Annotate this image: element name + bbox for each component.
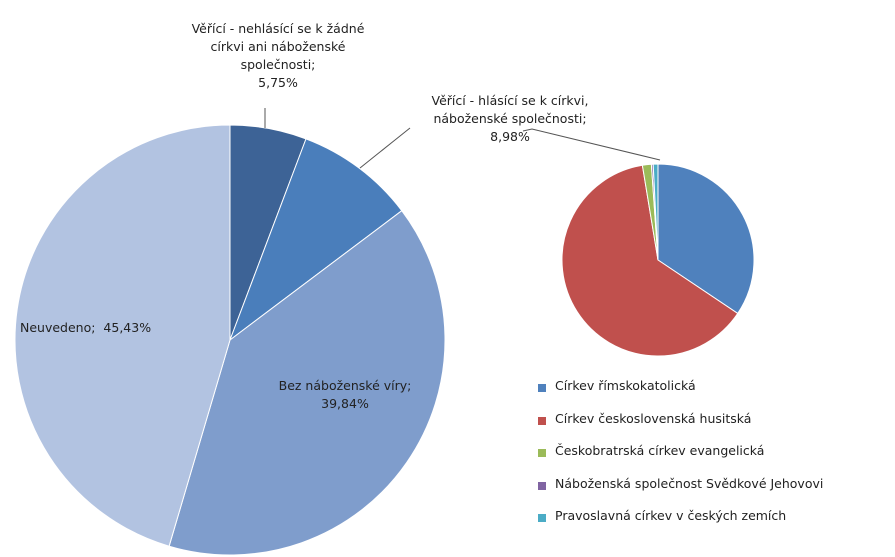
legend-swatch (538, 416, 546, 425)
label-value: 5,75% (258, 75, 298, 90)
legend-label: Náboženská společnost Svědkové Jehovovi (555, 475, 824, 491)
label-name: Věřící - nehlásící se k žádné církvi ani… (191, 21, 365, 72)
legend-swatch (538, 449, 546, 457)
data-label: Neuvedeno; 45,43% (20, 319, 151, 337)
legend-label: Pravoslavná církev v českých zemích (555, 508, 787, 523)
pie-slice (14, 124, 231, 547)
pie-slice (228, 138, 403, 342)
pie-slice (652, 163, 659, 261)
label-name: Bez náboženské víry; (278, 378, 412, 393)
data-label: Věřící - nehlásící se k žádné církvi ani… (185, 20, 371, 92)
legend-label: Církev římskokatolická (555, 378, 696, 393)
data-label: Věřící - hlásící se k církvi, náboženské… (400, 92, 620, 146)
leader-line (522, 128, 661, 161)
legend-swatch (538, 481, 546, 490)
label-value: 39,84% (321, 396, 369, 411)
legend-label: Českobratrská církev evangelická (555, 443, 765, 458)
label-name: Neuvedeno; (20, 320, 96, 335)
pie-slice (657, 163, 755, 315)
leader-line (359, 127, 411, 169)
legend-swatch (538, 384, 546, 392)
legend-swatch (538, 514, 546, 522)
data-label: Bez náboženské víry; 39,84% (262, 377, 428, 413)
label-name: Věřící - hlásící se k církvi, náboženské… (431, 93, 589, 126)
pie-slice (168, 209, 446, 556)
label-value: 8,98% (490, 129, 530, 144)
pie-slice (561, 164, 739, 357)
legend-label: Církev československá husitská (555, 410, 752, 426)
label-value: 45,43% (103, 320, 152, 335)
